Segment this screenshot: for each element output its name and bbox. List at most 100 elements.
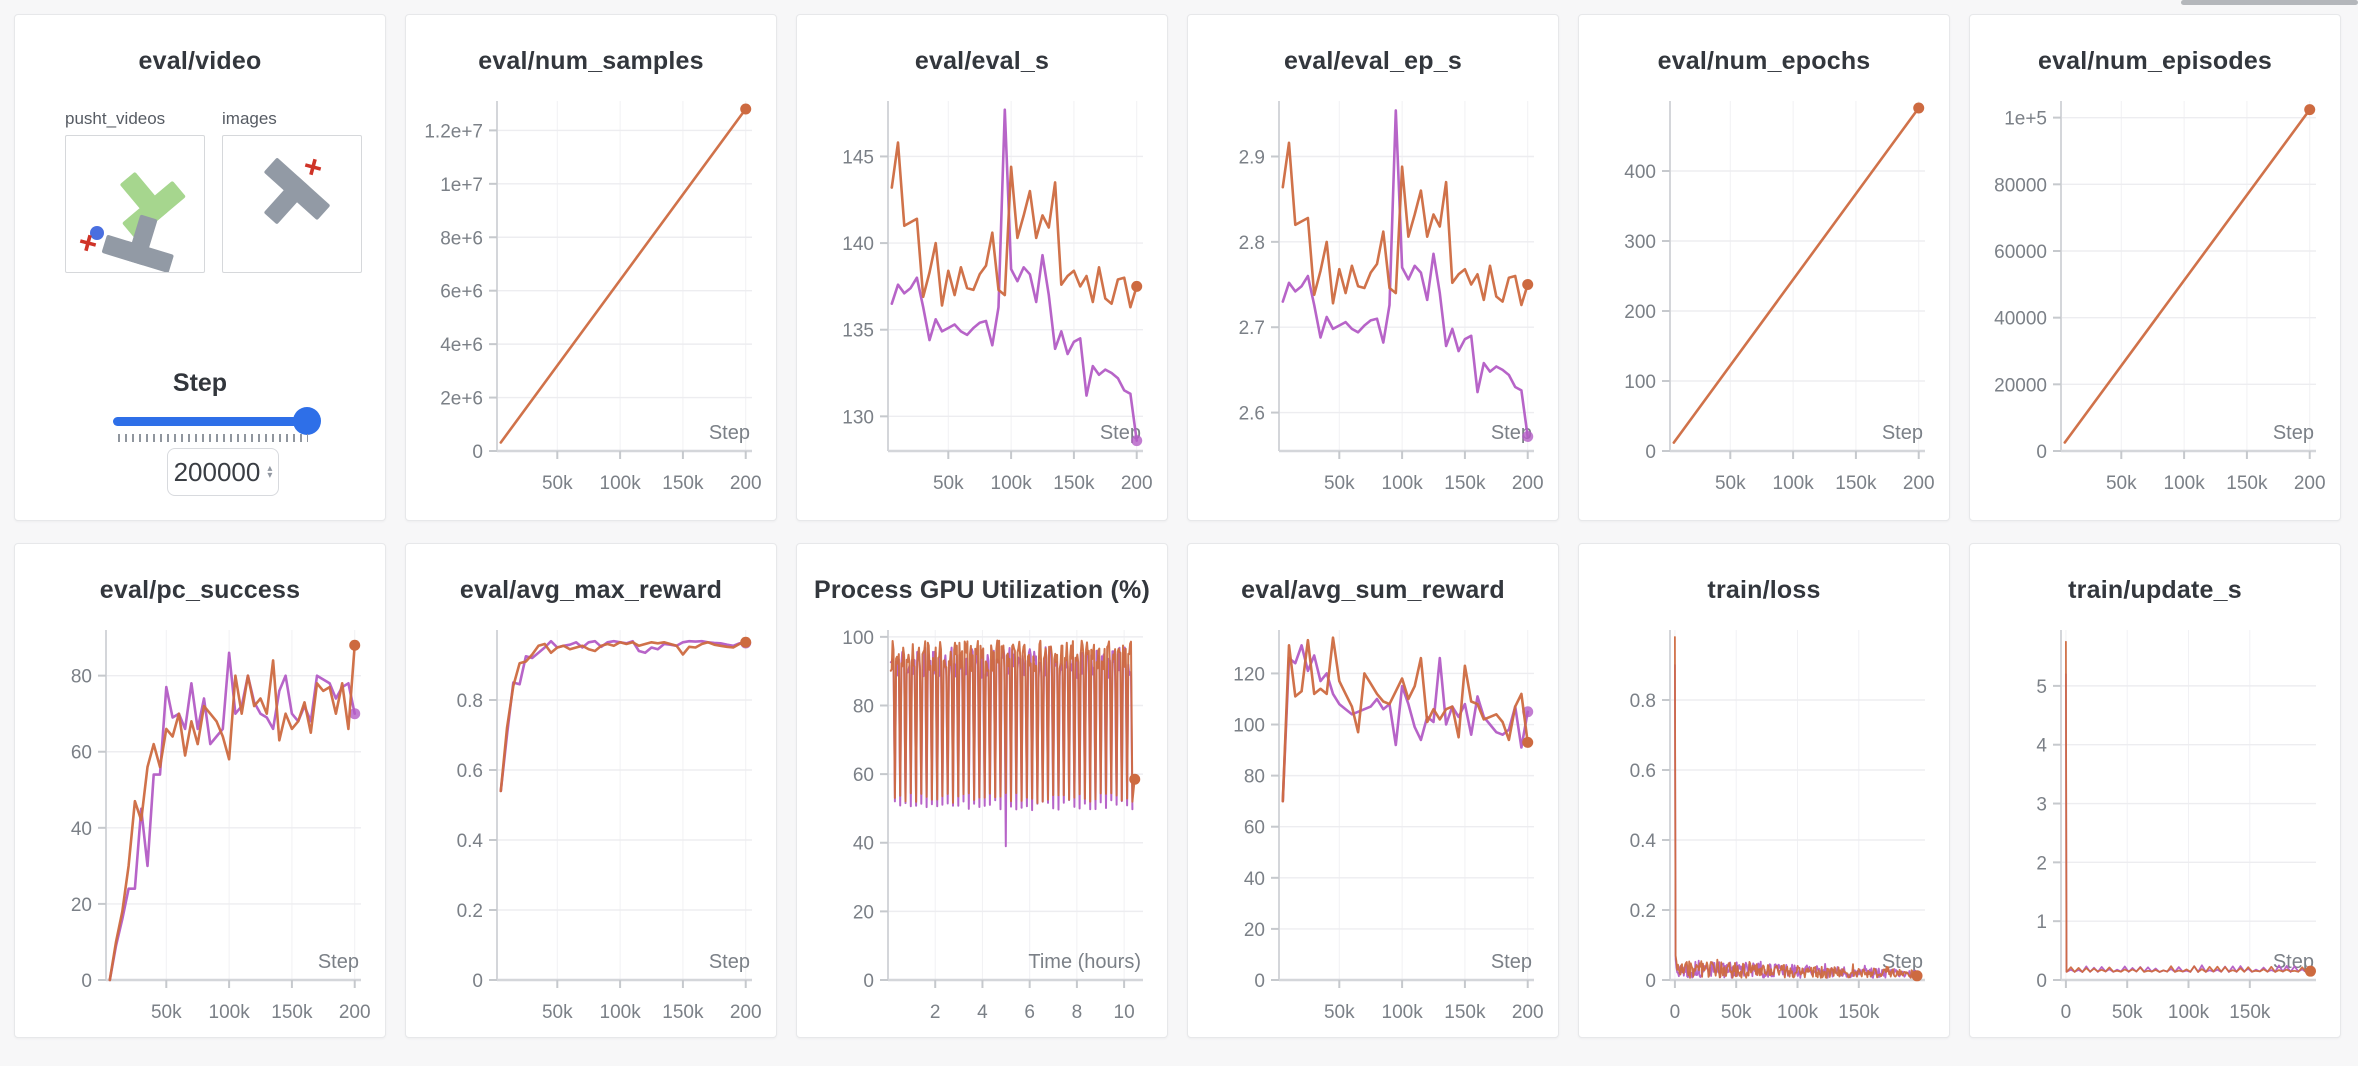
x-tick-label: 200 (338, 1002, 370, 1023)
series-end-dot-orange (1128, 773, 1140, 785)
panel-title: eval/avg_max_reward (459, 576, 723, 604)
series-line-purple (2064, 673, 2311, 973)
y-tick-label: 0.6 (456, 761, 482, 782)
x-tick-label: 50k (2111, 1002, 2142, 1023)
chart-canvas: 0 0.2 0.4 0.6 0.8 0 50k 100k 150k Step (1629, 630, 1925, 1023)
y-tick-label: 0.4 (456, 831, 483, 852)
x-tick-label: 150k (1444, 473, 1486, 494)
panel-title: eval/eval_s (914, 47, 1050, 75)
x-tick-label: 6 (1024, 1002, 1035, 1023)
series-line-orange (1672, 106, 1920, 444)
chart-eval-num-epochs[interactable]: 0 100 200 300 400 50k 100k 150k 200 Step (1592, 91, 1937, 506)
series-line-orange (1673, 636, 1918, 979)
series-line-purple (1281, 643, 1529, 803)
x-tick-label: 100k (208, 1002, 250, 1023)
y-tick-label: 60 (1243, 818, 1264, 839)
y-tick-label: 0 (472, 442, 483, 463)
series-end-dot-orange (1912, 102, 1924, 114)
y-tick-label: 0.2 (456, 901, 482, 922)
x-tick-label: 4 (977, 1002, 988, 1023)
chart-eval-pc-success[interactable]: 0 20 40 60 80 50k 100k 150k 200 Step (28, 620, 373, 1035)
panel-eval-num-samples: eval/num_samples 0 2e+6 4e+6 6e+6 8e+6 1e+7 1.… (405, 14, 777, 521)
step-down-icon[interactable]: ▾ (267, 470, 273, 481)
chart-train-loss[interactable]: 0 0.2 0.4 0.6 0.8 0 50k 100k 150k Step (1592, 620, 1937, 1035)
target-cross (79, 234, 97, 252)
x-tick-label: 50k (541, 473, 572, 494)
series-line-purple (499, 639, 747, 793)
x-tick-label: 0 (1669, 1002, 1680, 1023)
y-tick-label: 1e+5 (2004, 109, 2047, 130)
step-number-input[interactable]: 200000 ▴ ▾ (167, 448, 279, 496)
y-tick-label: 1 (2036, 912, 2047, 933)
x-tick-label: 50k (1714, 473, 1745, 494)
y-tick-label: 0 (81, 971, 92, 992)
x-tick-label: 150k (2229, 1002, 2271, 1023)
x-tick-label: 200 (2293, 473, 2325, 494)
y-tick-label: 1.2e+7 (424, 121, 483, 142)
x-tick-label: 200 (1511, 473, 1543, 494)
x-tick-label: 100k (1381, 1002, 1423, 1023)
chart-eval-avg-sum-reward[interactable]: 0 20 40 60 80 100 120 50k 100k 150k 200 Step (1201, 620, 1546, 1035)
y-tick-label: 100 (842, 628, 874, 649)
x-tick-label: 50k (932, 473, 963, 494)
step-up-icon[interactable]: ▴ (267, 463, 273, 474)
series-line-purple (1281, 109, 1529, 438)
y-tick-label: 2e+6 (440, 389, 483, 410)
chart-eval-avg-max-reward[interactable]: 0 0.2 0.4 0.6 0.8 50k 100k 150k 200 Step (419, 620, 764, 1035)
panel-train-update-s: train/update_s 0 1 2 3 4 5 0 50k 100k 150k Step (1969, 543, 2341, 1038)
x-tick-label: 50k (1323, 473, 1354, 494)
chart-canvas: 130 135 140 145 50k 100k 150k 200 Step (842, 101, 1152, 494)
x-axis-title: Step (1490, 951, 1531, 973)
chart-eval-num-episodes[interactable]: 0 20000 40000 60000 80000 1e+5 50k 100k 150k 200 S… (1983, 91, 2328, 506)
chart-canvas: 0 20 40 60 80 50k 100k 150k 200 Step (70, 630, 370, 1023)
stepper-arrows[interactable]: ▴ ▾ (267, 463, 273, 481)
x-tick-label: 100k (2163, 473, 2205, 494)
step-value: 200000 (173, 456, 261, 487)
horizontal-scrollbar[interactable] (2181, 0, 2358, 5)
panel-train-loss: train/loss 0 0.2 0.4 0.6 0.8 0 50k 100k 150k Step (1578, 543, 1950, 1038)
panel-eval-eval-ep-s: eval/eval_ep_s 2.6 2.7 2.8 2.9 50k 100k 150k 20… (1187, 14, 1559, 521)
y-tick-label: 4 (2036, 736, 2047, 757)
series-end-dot-orange (1521, 736, 1533, 748)
chart-gpu-utilization[interactable]: 0 20 40 60 80 100 2 4 6 8 10 Time (hours) (810, 620, 1155, 1035)
y-tick-label: 80 (1243, 767, 1264, 788)
pusht-video-thumbnail[interactable] (65, 135, 205, 273)
chart-eval-eval-ep-s[interactable]: 2.6 2.7 2.8 2.9 50k 100k 150k 200 Step (1201, 91, 1546, 506)
chart-train-update-s[interactable]: 0 1 2 3 4 5 0 50k 100k 150k Step (1983, 620, 2328, 1035)
step-slider-thumb[interactable] (293, 407, 321, 435)
series-end-dot-purple (1521, 430, 1533, 442)
y-tick-label: 40000 (1994, 309, 2047, 330)
series-line-purple (890, 108, 1138, 442)
series-line-orange (499, 640, 747, 793)
media-label-pusht-videos: pusht_videos (65, 109, 166, 128)
x-tick-label: 100k (1772, 473, 1814, 494)
y-tick-label: 0 (1645, 442, 1656, 463)
x-axis-title: Step (1099, 422, 1140, 444)
y-tick-label: 2.9 (1238, 147, 1264, 168)
x-tick-label: 100k (990, 473, 1032, 494)
y-tick-label: 2.7 (1238, 318, 1264, 339)
panel-eval-avg-sum-reward: eval/avg_sum_reward 0 20 40 60 80 100 120 50k 10… (1187, 543, 1559, 1038)
panel-eval-pc-success: eval/pc_success 0 20 40 60 80 50k 100k 150k 200 S… (14, 543, 386, 1038)
y-tick-label: 300 (1624, 232, 1656, 253)
x-axis-title: Step (1881, 951, 1922, 973)
x-tick-label: 200 (1902, 473, 1934, 494)
y-tick-label: 0.8 (1629, 691, 1655, 712)
series-line-orange (890, 141, 1138, 309)
series-end-dot-orange (2304, 965, 2316, 977)
series-end-dot-orange (1130, 280, 1142, 292)
step-slider-ruler (118, 434, 308, 442)
images-thumbnail[interactable] (222, 135, 362, 273)
y-tick-label: 0.6 (1629, 761, 1655, 782)
chart-eval-eval-s[interactable]: 130 135 140 145 50k 100k 150k 200 Step (810, 91, 1155, 506)
panel-grid: eval/video pusht_videos images (14, 14, 2341, 1038)
y-tick-label: 80000 (1994, 175, 2047, 196)
step-slider[interactable] (113, 417, 315, 426)
block-t-shape (264, 158, 330, 224)
y-tick-label: 40 (70, 819, 91, 840)
y-tick-label: 80 (852, 696, 873, 717)
series-end-dot-orange (1521, 279, 1533, 291)
chart-eval-num-samples[interactable]: 0 2e+6 4e+6 6e+6 8e+6 1e+7 1.2e+7 50k 100k 150k 20… (419, 91, 764, 506)
panel-title: eval/num_epochs (1657, 47, 1871, 75)
y-tick-label: 5 (2036, 677, 2047, 698)
